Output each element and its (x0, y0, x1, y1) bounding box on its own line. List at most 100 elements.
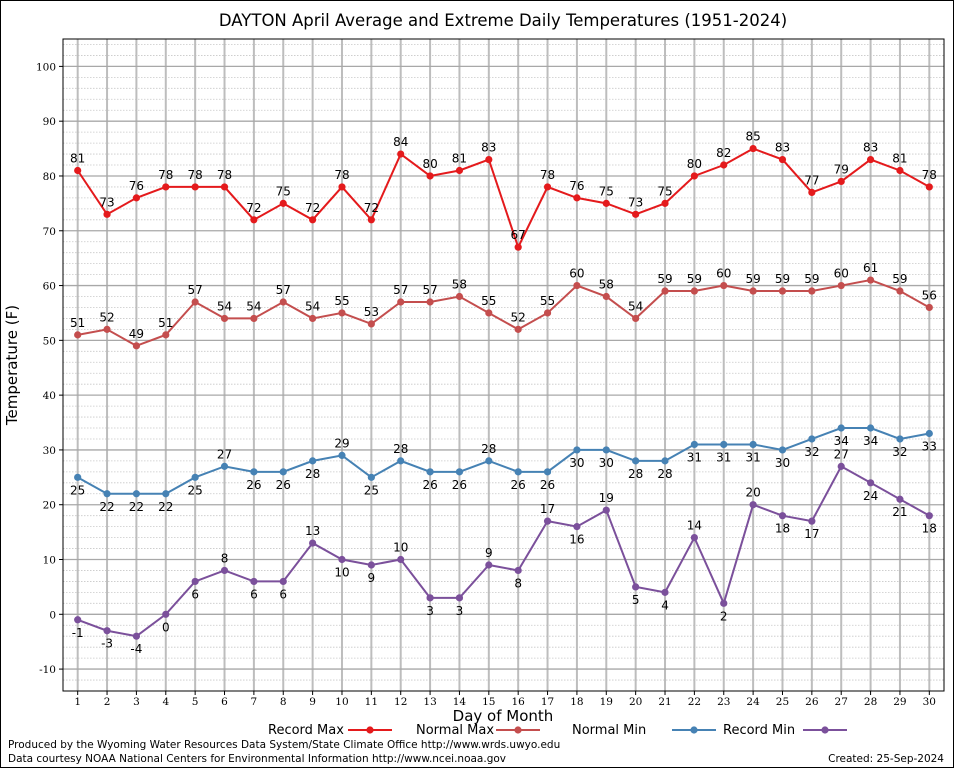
normal-max-point (250, 314, 258, 323)
x-axis-label: Day of Month (453, 707, 554, 725)
normal-max-value-label: 60 (716, 267, 731, 281)
record-max-value-label: 78 (158, 168, 173, 182)
x-tick-label: 16 (511, 696, 525, 708)
record-min-value-label: 10 (393, 541, 408, 555)
normal-max-point (162, 331, 170, 339)
record-max-value-label: 76 (129, 179, 144, 193)
record-max-point (514, 243, 522, 251)
record-max-value-label: 78 (217, 168, 232, 182)
record-max-point (602, 199, 610, 207)
record-max-point (279, 199, 287, 207)
record-min-value-label: 27 (834, 447, 849, 461)
record-max-value-label: 67 (511, 228, 526, 242)
record-max-point (191, 183, 199, 191)
y-tick-label: 100 (36, 61, 56, 73)
normal-max-point (397, 298, 405, 306)
normal-min-value-label: 27 (217, 447, 232, 461)
normal-max-point (514, 325, 522, 333)
record-min-value-label: 18 (775, 522, 790, 536)
record-max-value-label: 83 (775, 141, 790, 155)
record-max-point (250, 216, 258, 224)
record-min-point (309, 539, 317, 547)
normal-max-point (837, 281, 845, 290)
record-min-point (191, 577, 199, 586)
normal-min-value-label: 25 (188, 483, 203, 497)
x-tick-label: 11 (365, 696, 378, 708)
normal-min-value-label: 30 (599, 456, 614, 470)
y-tick-label: 60 (43, 281, 56, 293)
legend-marker-record-max (366, 726, 374, 734)
x-tick-label: 2 (104, 696, 111, 708)
normal-max-point (74, 331, 82, 339)
normal-max-point (896, 287, 904, 295)
x-tick-label: 21 (658, 696, 671, 708)
record-max-point (132, 194, 141, 202)
record-min-value-label: -1 (72, 626, 84, 640)
normal-max-value-label: 60 (834, 267, 849, 281)
normal-min-value-label: 34 (863, 434, 878, 448)
x-tick-label: 29 (893, 696, 906, 708)
record-min-point (162, 610, 170, 618)
record-min-point (132, 632, 141, 640)
x-tick-label: 1 (74, 696, 81, 708)
record-min-value-label: 19 (599, 491, 614, 505)
normal-min-point (338, 451, 346, 460)
record-min-point (543, 517, 552, 525)
legend-marker-record-min (821, 726, 829, 734)
normal-max-value-label: 55 (334, 294, 349, 308)
record-max-value-label: 81 (892, 151, 907, 165)
normal-max-point (690, 287, 698, 295)
y-tick-label: 0 (49, 609, 56, 621)
record-max-point (74, 166, 82, 175)
record-max-value-label: 83 (481, 141, 496, 155)
record-max-point (162, 183, 170, 191)
record-max-value-label: 78 (334, 168, 349, 182)
record-max-point (426, 172, 434, 180)
normal-min-value-label: 26 (511, 478, 526, 492)
x-tick-label: 28 (864, 696, 877, 708)
record-min-line (77, 464, 930, 638)
record-max-value-label: 79 (834, 162, 849, 176)
normal-max-point (925, 303, 933, 312)
legend: Record Max Normal Max Normal Min Record Min (268, 723, 847, 738)
record-min-value-label: 17 (540, 502, 555, 516)
record-min-value-label: 3 (426, 604, 434, 618)
normal-max-value-label: 51 (158, 316, 173, 330)
y-axis-label: Temperature (F) (3, 305, 21, 426)
record-min-point (514, 566, 522, 575)
normal-max-value-label: 54 (305, 299, 320, 313)
y-axis-ticks: -10 0 10 20 30 40 50 60 70 80 90 100 (36, 61, 63, 676)
record-min-value-label: -4 (130, 642, 142, 656)
normal-max-point (455, 292, 464, 301)
normal-min-value-label: 26 (276, 478, 291, 492)
x-tick-label: 30 (923, 696, 936, 708)
normal-max-value-label: 55 (481, 294, 496, 308)
normal-max-point (602, 292, 610, 301)
x-tick-label: 5 (192, 696, 199, 708)
normal-max-value-label: 54 (628, 299, 643, 313)
y-tick-label: 10 (43, 555, 56, 567)
record-min-value-label: 8 (221, 551, 229, 565)
record-min-value-label: 6 (279, 587, 287, 601)
record-max-value-label: 85 (745, 130, 760, 144)
y-tick-label: 70 (43, 226, 56, 238)
x-tick-label: 12 (394, 696, 407, 708)
x-tick-label: 9 (309, 696, 316, 708)
normal-max-value-label: 60 (569, 267, 584, 281)
normal-max-value-label: 59 (775, 272, 790, 286)
normal-max-point (543, 309, 552, 317)
normal-min-point (191, 473, 199, 481)
y-tick-label: -10 (39, 664, 56, 676)
record-max-value-label: 81 (452, 151, 467, 165)
normal-min-value-label: 29 (334, 436, 349, 450)
normal-min-point (74, 473, 82, 481)
record-min-point (103, 627, 111, 635)
x-tick-label: 18 (570, 696, 583, 708)
record-min-value-label: 6 (191, 587, 199, 601)
x-tick-label: 20 (629, 696, 642, 708)
normal-min-value-label: 32 (804, 445, 819, 459)
normal-min-value-label: 22 (129, 500, 144, 514)
record-min-value-label: 2 (720, 609, 728, 623)
normal-min-point (896, 435, 904, 443)
record-min-value-label: 8 (514, 576, 522, 590)
